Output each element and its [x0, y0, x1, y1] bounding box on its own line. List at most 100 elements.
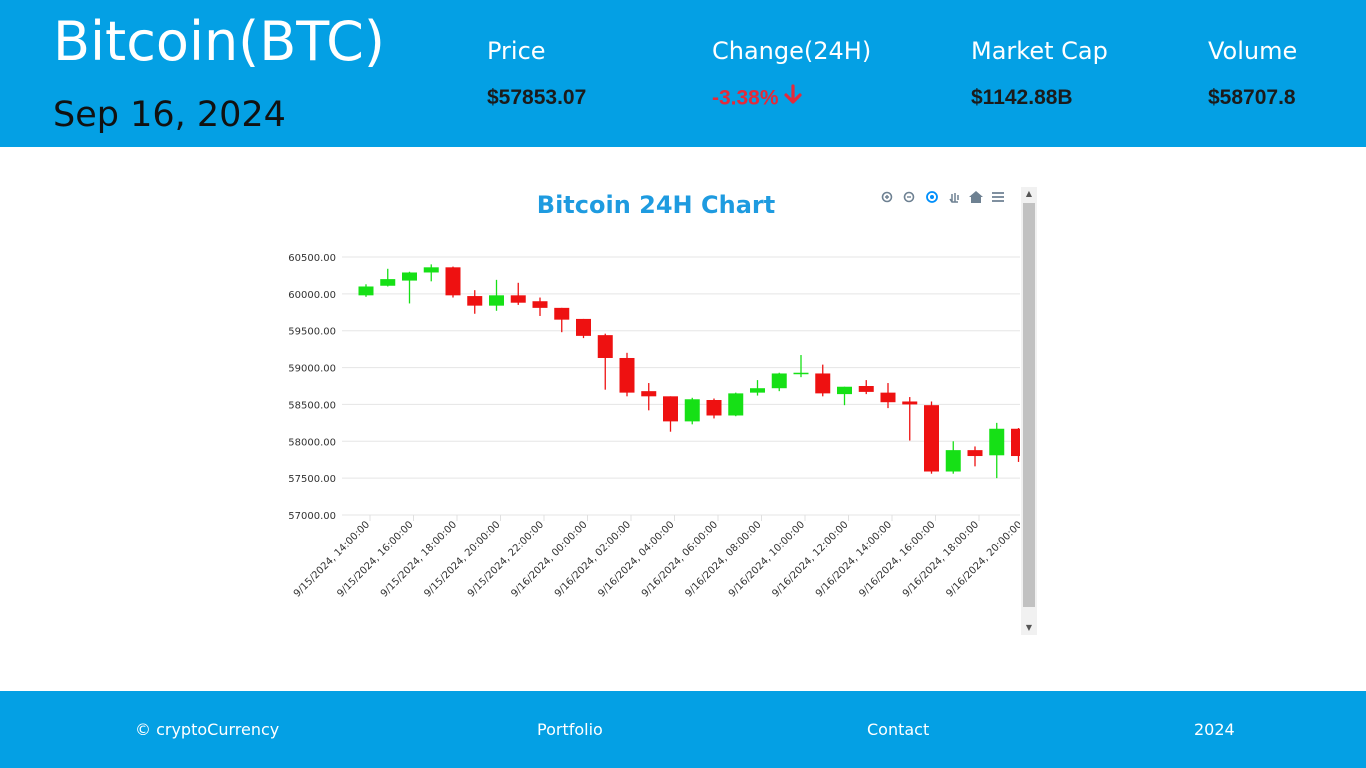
zoom-selection-icon[interactable]	[924, 189, 940, 205]
y-tick-label: 60500.00	[288, 253, 336, 264]
candle-body	[641, 391, 657, 397]
candle[interactable]	[684, 397, 700, 425]
zoom-in-icon[interactable]	[880, 189, 896, 205]
candle-body	[771, 373, 787, 389]
candle[interactable]	[902, 397, 918, 441]
contact-link[interactable]: Contact	[867, 720, 930, 739]
candle[interactable]	[380, 268, 396, 287]
candle[interactable]	[619, 352, 635, 397]
y-tick-label: 60000.00	[288, 290, 336, 301]
candle-body	[967, 450, 983, 457]
x-tick-label: 9/16/2024, 06:00:00	[640, 519, 720, 599]
candle[interactable]	[837, 386, 852, 406]
scroll-thumb[interactable]	[1023, 203, 1035, 607]
candle[interactable]	[663, 396, 678, 432]
price-value: $57853.07	[487, 86, 587, 109]
candle[interactable]	[467, 290, 483, 314]
candle[interactable]	[706, 398, 722, 419]
copyright-text: © cryptoCurrency	[135, 720, 280, 739]
scroll-down-icon[interactable]: ▼	[1025, 623, 1033, 632]
candle-body	[663, 396, 678, 422]
portfolio-link[interactable]: Portfolio	[537, 720, 603, 739]
change-value-row: -3.38%	[712, 84, 871, 114]
candle[interactable]	[989, 422, 1005, 479]
volume-value: $58707.8	[1208, 86, 1296, 109]
candle[interactable]	[423, 264, 439, 282]
x-tick-label: 9/16/2024, 14:00:00	[814, 519, 894, 599]
candle-body	[880, 392, 896, 403]
candle[interactable]	[1011, 428, 1026, 462]
candle-body	[445, 267, 461, 296]
volume-stat: Volume $58707.8	[1208, 36, 1297, 112]
candle[interactable]	[597, 333, 613, 390]
x-tick-label: 9/16/2024, 16:00:00	[857, 519, 937, 599]
y-tick-label: 57000.00	[288, 511, 336, 522]
candle[interactable]	[924, 401, 939, 474]
candle[interactable]	[858, 380, 874, 395]
chart-container: Bitcoin 24H Chart 60500.00 60000.00 59500.…	[280, 185, 1038, 635]
chart-scrollbar[interactable]: ▲ ▼	[1021, 187, 1037, 635]
x-tick-label: 9/15/2024, 16:00:00	[335, 519, 415, 599]
chart-title: Bitcoin 24H Chart	[537, 191, 775, 219]
candle[interactable]	[402, 271, 417, 304]
candle-body	[728, 393, 744, 416]
candle-body	[793, 372, 809, 375]
candle-body	[532, 301, 548, 308]
volume-label: Volume	[1208, 37, 1298, 65]
candle[interactable]	[945, 441, 961, 474]
y-tick-label: 59500.00	[288, 327, 336, 338]
change-value: -3.38%	[712, 86, 779, 110]
change-label: Change(24H)	[712, 37, 872, 65]
candle[interactable]	[641, 383, 657, 411]
arrow-down-icon	[783, 84, 803, 114]
price-stat: Price $57853.07	[487, 36, 586, 112]
x-tick-label: 9/16/2024, 12:00:00	[770, 519, 850, 599]
candle-body	[858, 386, 874, 392]
candle-body	[510, 295, 526, 303]
candle[interactable]	[967, 446, 983, 467]
x-tick-label: 9/16/2024, 18:00:00	[901, 519, 981, 599]
market-cap-value: $1142.88B	[971, 86, 1073, 109]
x-tick-label: 9/16/2024, 08:00:00	[683, 519, 763, 599]
candle-body	[489, 295, 504, 306]
candle-body	[467, 296, 483, 306]
y-tick-label: 58000.00	[288, 437, 336, 448]
candle[interactable]	[771, 372, 787, 392]
candle[interactable]	[358, 284, 374, 297]
footer: © cryptoCurrency Portfolio Contact 2024	[0, 691, 1366, 768]
candle[interactable]	[445, 266, 461, 298]
candle-body	[924, 405, 939, 472]
candle[interactable]	[554, 307, 570, 333]
zoom-out-icon[interactable]	[902, 189, 918, 205]
chart-toolbar	[880, 187, 1006, 207]
candle-body	[945, 450, 961, 472]
pan-icon[interactable]	[946, 189, 962, 205]
candle-body	[597, 335, 613, 358]
x-tick-label: 9/16/2024, 20:00:00	[944, 519, 1020, 599]
coin-title: Bitcoin(BTC)	[53, 10, 385, 73]
candle[interactable]	[510, 282, 526, 305]
candle-body	[358, 286, 374, 296]
candle[interactable]	[576, 318, 591, 339]
candle-body	[815, 373, 831, 394]
candle[interactable]	[793, 355, 809, 378]
candle-body	[380, 279, 396, 286]
menu-icon[interactable]	[990, 189, 1006, 205]
candle-body	[554, 307, 570, 320]
candle[interactable]	[532, 297, 548, 316]
candlestick-chart: Bitcoin 24H Chart 60500.00 60000.00 59500.…	[288, 191, 1026, 600]
candle[interactable]	[815, 364, 831, 397]
candle-body	[837, 386, 852, 395]
candle[interactable]	[489, 279, 504, 311]
candle[interactable]	[728, 392, 744, 417]
header: Bitcoin(BTC) Sep 16, 2024 Price $57853.0…	[0, 0, 1366, 147]
candle[interactable]	[880, 383, 896, 409]
x-tick-label: 9/16/2024, 04:00:00	[596, 519, 676, 599]
candle-body	[1011, 428, 1026, 457]
coin-date: Sep 16, 2024	[53, 95, 286, 135]
candle[interactable]	[750, 380, 765, 396]
candle-body	[902, 401, 918, 405]
reset-home-icon[interactable]	[968, 189, 984, 205]
candle-body	[402, 272, 417, 281]
scroll-up-icon[interactable]: ▲	[1025, 189, 1033, 198]
